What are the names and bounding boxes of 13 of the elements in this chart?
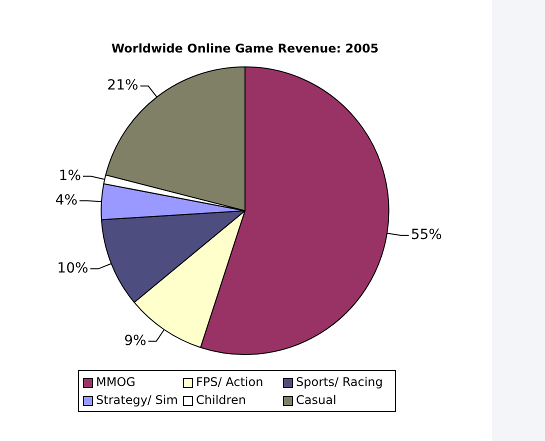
legend-label: FPS/ Action: [195, 375, 264, 389]
data-label: 1%: [58, 168, 81, 184]
data-label: 21%: [107, 78, 138, 94]
data-label: 9%: [124, 332, 146, 349]
legend-label: Casual: [295, 393, 338, 407]
legend-label: MMOG: [95, 375, 136, 389]
legend-label: Strategy/ Sim: [95, 393, 179, 407]
legend-label: Children: [195, 393, 247, 407]
data-label: 55%: [410, 227, 442, 244]
legend-label: Sports/ Racing: [295, 375, 384, 389]
data-label: 10%: [57, 260, 88, 276]
data-label: 4%: [55, 192, 78, 208]
chart-title: Worldwide Online Game Revenue: 2005: [111, 41, 379, 56]
